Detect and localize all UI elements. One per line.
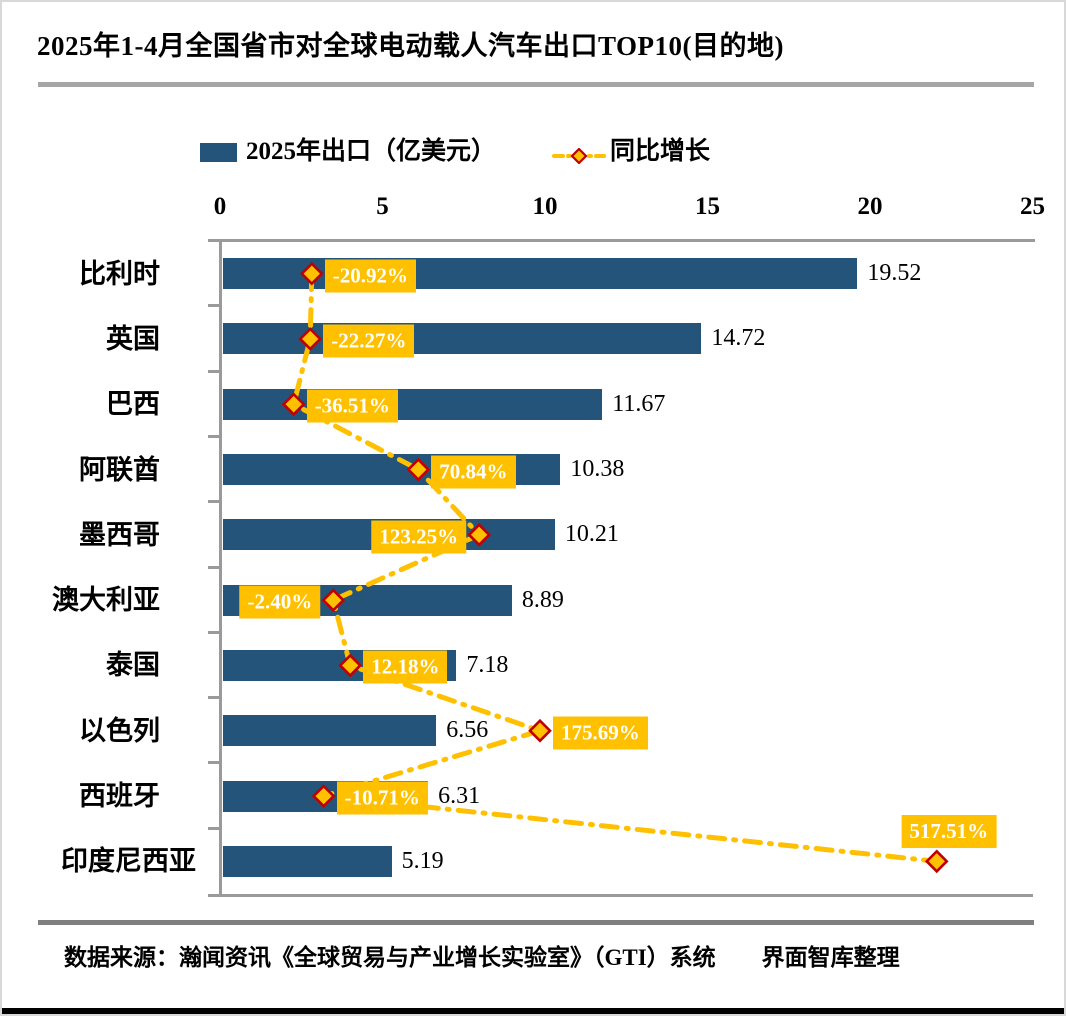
category-label: 墨西哥: [79, 519, 160, 550]
x-axis-tick-label: 20: [857, 193, 883, 220]
export-bar: [223, 845, 392, 877]
category-tick-mark: [208, 565, 220, 569]
growth-marker-diamond-icon: [528, 718, 552, 743]
x-axis-tick-label: 0: [213, 193, 227, 220]
category-tick-mark: [208, 369, 220, 373]
export-bar: [223, 258, 858, 290]
growth-value-label: 12.18%: [363, 650, 448, 684]
x-axis-line: [208, 239, 1035, 242]
growth-value-label: 123.25%: [371, 520, 467, 554]
page-title: 2025年1-4月全国省市对全球电动载人汽车出口TOP10(目的地): [37, 31, 784, 61]
bar-value-label: 19.52: [867, 260, 922, 287]
category-tick-mark: [208, 500, 220, 504]
export-bar: [223, 323, 702, 355]
category-tick-mark: [208, 304, 220, 308]
category-label: 比利时: [79, 258, 160, 289]
category-tick-mark: [208, 434, 220, 438]
legend-line-marker-icon: [552, 148, 606, 164]
plot-bottom-line: [219, 894, 1033, 897]
bar-value-label: 14.72: [711, 325, 766, 352]
category-tick-mark: [208, 630, 220, 634]
category-tick-mark: [208, 696, 220, 700]
bar-value-label: 6.31: [438, 782, 481, 809]
category-axis-line: [219, 239, 222, 896]
bar-value-label: 10.38: [570, 456, 625, 483]
category-tick-mark: [208, 761, 220, 765]
data-source-note: 数据来源：瀚闻资讯《全球贸易与产业增长实验室》（GTI）系统 界面智库整理: [64, 945, 900, 970]
bar-value-label: 8.89: [521, 586, 564, 613]
footer-divider: [38, 920, 1034, 925]
category-tick-mark: [208, 894, 220, 897]
category-label: 泰国: [106, 650, 160, 681]
category-tick-mark: [208, 826, 220, 830]
category-label: 印度尼西亚: [61, 846, 196, 877]
bar-value-label: 10.21: [564, 521, 619, 548]
category-label: 以色列: [79, 715, 160, 746]
bar-value-label: 5.19: [401, 847, 444, 874]
growth-value-label: 517.51%: [901, 815, 997, 849]
category-label: 阿联酋: [79, 454, 160, 485]
bottom-border-bar: [2, 1008, 1064, 1014]
growth-value-label: -2.40%: [239, 585, 321, 619]
growth-value-label: -20.92%: [324, 259, 417, 293]
export-bar: [223, 715, 437, 747]
growth-value-label: -22.27%: [323, 324, 415, 358]
export-bar: [223, 388, 603, 420]
title-divider: [38, 82, 1034, 87]
legend-bar-swatch-icon: [200, 143, 237, 162]
growth-value-label: -36.51%: [306, 389, 398, 423]
x-axis-tick-label: 5: [376, 193, 389, 220]
bar-value-label: 6.56: [446, 717, 489, 744]
category-label: 西班牙: [79, 781, 160, 812]
x-axis-tick-label: 15: [695, 193, 720, 220]
x-axis-tick-label: 10: [532, 193, 558, 220]
bar-value-label: 7.18: [466, 651, 509, 678]
x-axis-tick-label: 25: [1020, 193, 1045, 220]
legend-line-label: 同比增长: [610, 138, 711, 165]
growth-value-label: 175.69%: [552, 716, 648, 750]
legend-bar-label: 2025年出口（亿美元）: [246, 138, 497, 165]
growth-marker-diamond-icon: [924, 849, 949, 874]
category-label: 英国: [106, 323, 160, 354]
growth-line: [290, 271, 940, 864]
growth-value-label: -10.71%: [336, 781, 428, 815]
bar-value-label: 11.67: [612, 390, 666, 417]
category-label: 巴西: [106, 389, 160, 420]
category-label: 澳大利亚: [52, 585, 160, 616]
growth-value-label: 70.84%: [431, 455, 516, 489]
